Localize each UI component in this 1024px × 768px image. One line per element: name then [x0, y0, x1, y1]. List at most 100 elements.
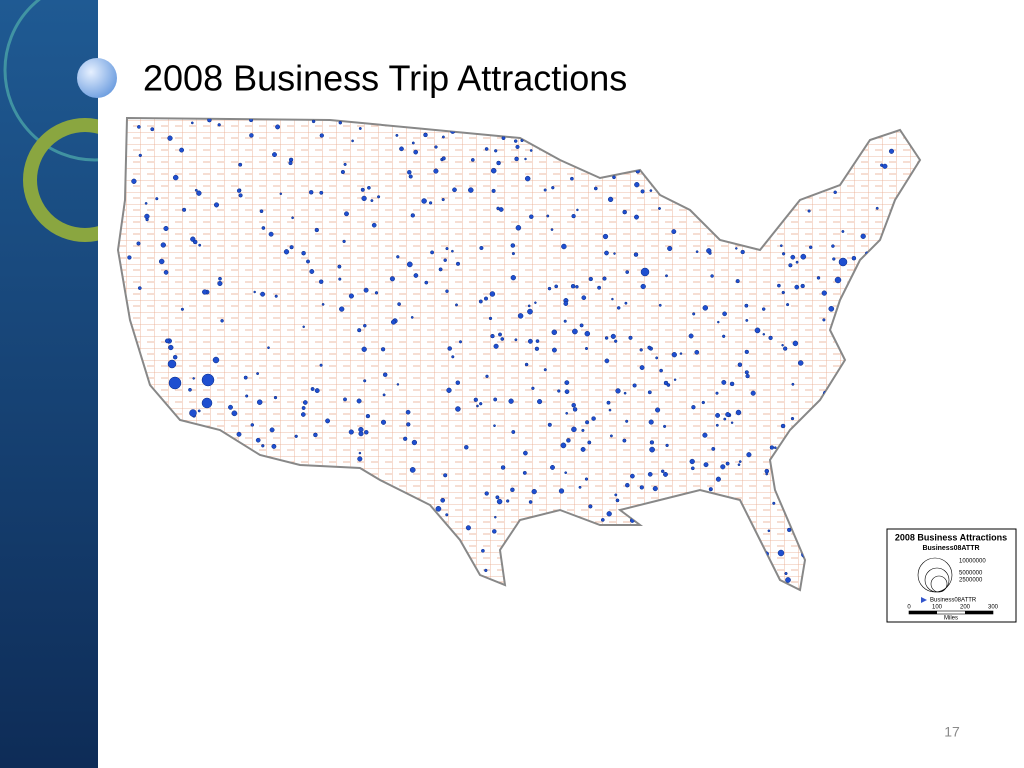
dot	[274, 294, 278, 298]
dot	[202, 289, 208, 295]
dot	[640, 189, 645, 194]
dot	[405, 409, 411, 415]
dot	[613, 252, 616, 255]
dot	[604, 250, 609, 256]
dot	[357, 456, 363, 462]
dot	[602, 233, 609, 240]
dot	[428, 201, 433, 205]
legend-symbol-label: Business08ATTR	[930, 598, 977, 604]
dot	[593, 186, 598, 191]
dot	[495, 495, 500, 500]
dot	[517, 313, 524, 319]
dot	[527, 338, 533, 344]
dot	[358, 451, 362, 455]
dot	[272, 152, 277, 158]
dot	[768, 335, 773, 341]
dot	[172, 174, 179, 181]
dot	[600, 518, 605, 522]
dot	[604, 358, 610, 364]
dot	[435, 505, 442, 512]
dot	[306, 259, 310, 264]
dot	[634, 182, 640, 188]
dot	[522, 470, 527, 475]
dot	[397, 302, 401, 306]
dot	[455, 303, 458, 307]
dot	[652, 486, 658, 492]
dot	[506, 499, 510, 503]
dot	[531, 488, 537, 495]
dot	[689, 458, 695, 465]
dot	[807, 209, 811, 213]
dot	[787, 527, 792, 533]
dot	[228, 404, 233, 410]
dot	[131, 178, 137, 184]
dot	[192, 239, 198, 245]
dot	[413, 149, 419, 155]
dot	[267, 346, 270, 350]
dot	[632, 383, 637, 388]
dot	[715, 476, 721, 482]
dot	[301, 250, 306, 256]
dot	[382, 372, 388, 377]
dot	[777, 283, 781, 288]
dot	[236, 431, 242, 437]
dot	[445, 247, 449, 251]
dot	[180, 307, 184, 311]
dot	[729, 381, 735, 387]
dot	[403, 436, 408, 441]
dot	[744, 303, 749, 308]
dot	[377, 195, 381, 199]
dot	[547, 286, 552, 291]
dot	[833, 190, 837, 195]
dot	[543, 368, 547, 372]
dot	[445, 513, 449, 517]
dot	[721, 379, 727, 385]
dot	[508, 398, 514, 404]
dot	[496, 160, 501, 166]
dot	[561, 243, 567, 250]
dot	[597, 285, 602, 290]
dot	[481, 548, 485, 553]
dot	[342, 239, 346, 244]
dot	[660, 469, 665, 474]
dot	[537, 399, 543, 405]
dot	[319, 190, 324, 195]
dot	[338, 277, 342, 281]
dot	[563, 301, 569, 306]
dot	[790, 416, 795, 421]
dot	[762, 333, 766, 336]
dot	[588, 504, 593, 509]
dot	[127, 255, 132, 260]
dot	[494, 149, 498, 153]
dot	[797, 360, 804, 366]
dot	[250, 423, 255, 427]
dot	[490, 167, 497, 174]
dot	[527, 304, 531, 308]
dot	[217, 280, 223, 287]
dot	[360, 187, 365, 192]
dot	[547, 422, 552, 427]
dot	[279, 192, 283, 196]
dot	[702, 432, 708, 438]
dot	[611, 297, 614, 301]
dot	[663, 424, 667, 428]
dot	[841, 230, 845, 233]
dot	[447, 346, 452, 351]
dot	[750, 390, 756, 396]
legend-field: Business08ATTR	[922, 545, 979, 552]
dot	[496, 498, 503, 505]
dot	[479, 245, 484, 251]
dot	[144, 202, 148, 205]
dot	[581, 295, 587, 301]
dot	[382, 393, 386, 397]
dot	[491, 188, 496, 193]
dot	[612, 175, 616, 180]
dot	[302, 400, 308, 405]
dot	[243, 375, 248, 380]
dot	[614, 493, 618, 497]
dot	[715, 412, 721, 418]
dot	[433, 168, 439, 174]
dot	[217, 123, 221, 127]
